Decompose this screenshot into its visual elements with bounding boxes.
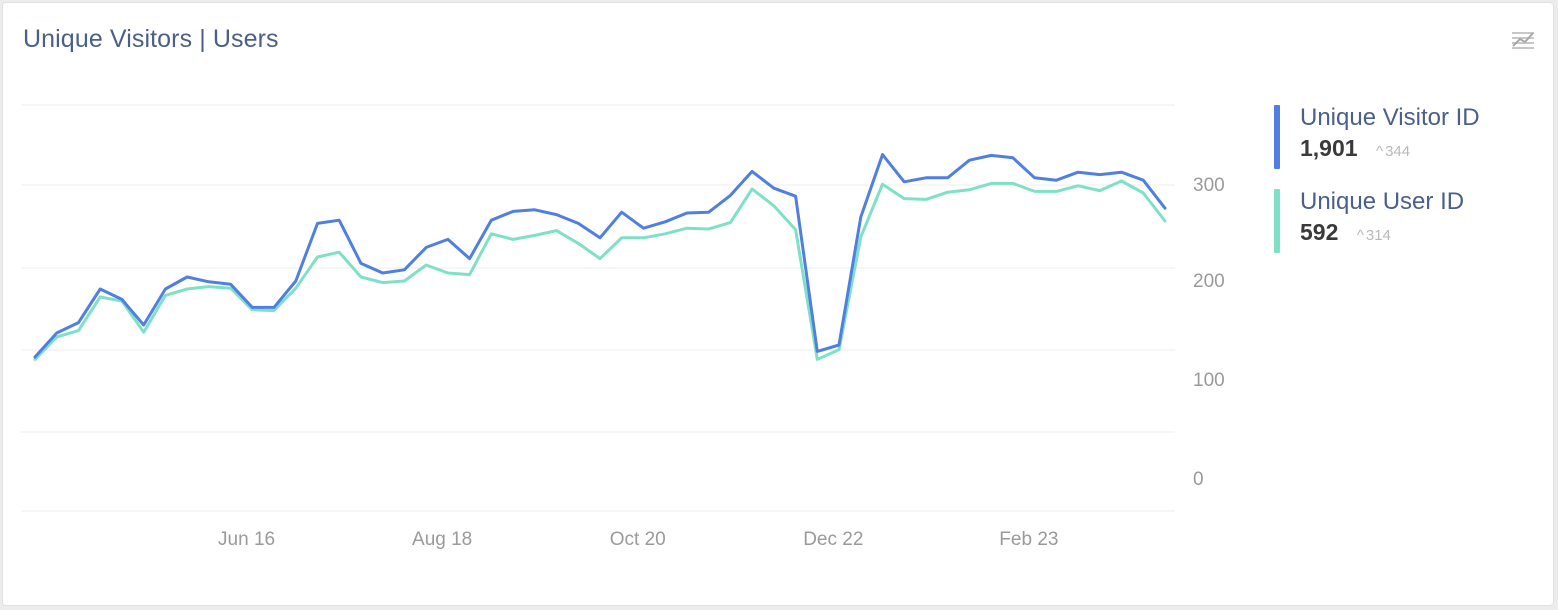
gridlines — [21, 104, 1175, 512]
y-tick-label: 0 — [1193, 469, 1204, 490]
series-line-unique-user-id[interactable] — [33, 179, 1167, 361]
chart-title: Unique Visitors | Users — [23, 25, 279, 53]
legend-delta-value: 344 — [1385, 143, 1411, 160]
legend: Unique Visitor ID 1,901 ^ 344 Unique User… — [1274, 103, 1544, 271]
legend-series-name: Unique User ID — [1300, 188, 1465, 215]
caret-up-icon: ^ — [1376, 143, 1384, 160]
legend-item-unique-user-id[interactable]: Unique User ID 592 ^ 314 — [1274, 187, 1544, 253]
legend-delta-value: 314 — [1365, 227, 1391, 244]
legend-series-name: Unique Visitor ID — [1300, 104, 1480, 131]
legend-delta: ^ 344 — [1376, 143, 1410, 160]
series-color-swatch — [1274, 105, 1280, 169]
x-tick-label: Oct 20 — [610, 529, 666, 550]
legend-delta: ^ 314 — [1357, 227, 1391, 244]
x-tick-label: Aug 18 — [412, 529, 472, 550]
x-tick-label: Jun 16 — [218, 529, 275, 550]
caret-up-icon: ^ — [1356, 227, 1364, 244]
x-tick-label: Feb 23 — [999, 529, 1058, 550]
legend-total-value: 1,901 — [1300, 135, 1358, 161]
line-chart: 0 100 200 300 Jun 16 Aug 18 Oct 20 Dec 22 Feb 2… — [21, 104, 1225, 550]
x-tick-label: Dec 22 — [803, 529, 863, 550]
y-axis-ticks: 0 100 200 300 — [1193, 175, 1225, 490]
legend-total-value: 592 — [1300, 219, 1339, 245]
y-tick-label: 100 — [1193, 370, 1225, 391]
legend-item-unique-visitor-id[interactable]: Unique Visitor ID 1,901 ^ 344 — [1274, 103, 1544, 169]
y-tick-label: 300 — [1193, 175, 1225, 196]
series-lines — [33, 153, 1167, 361]
x-axis-ticks: Jun 16 Aug 18 Oct 20 Dec 22 Feb 23 — [218, 529, 1058, 550]
series-line-unique-visitor-id[interactable] — [33, 153, 1167, 359]
y-tick-label: 200 — [1193, 271, 1225, 292]
series-color-swatch — [1274, 189, 1280, 253]
line-chart-toggle-icon[interactable] — [1511, 29, 1535, 53]
